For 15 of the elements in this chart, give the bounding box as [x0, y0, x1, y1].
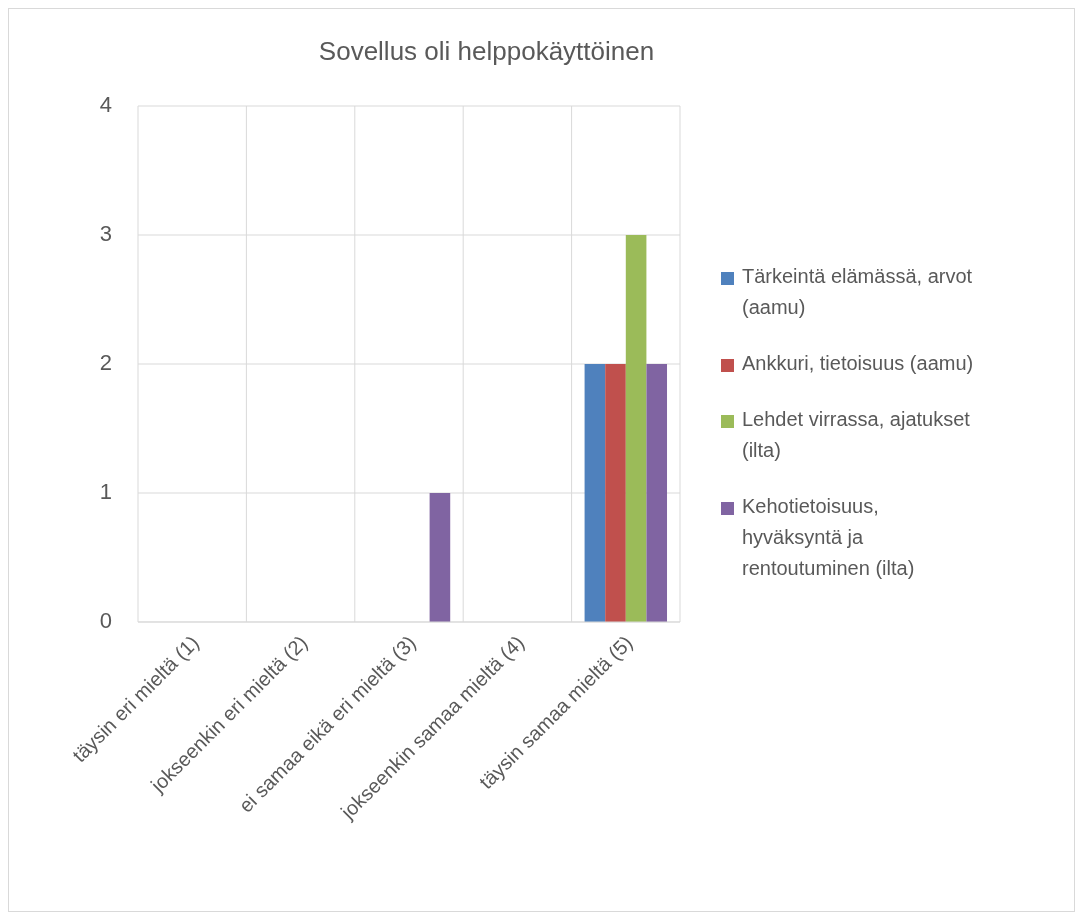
- y-tick-label: 2: [99, 349, 112, 375]
- bar: [646, 364, 668, 622]
- bar: [625, 235, 647, 622]
- y-tick-label: 1: [99, 478, 112, 504]
- chart-title: Sovellus oli helppokäyttöinen: [318, 36, 655, 66]
- legend-label: Tärkeintä elämässä, arvot (aamu): [742, 265, 973, 319]
- y-tick-label: 3: [99, 220, 112, 246]
- bar: [429, 493, 451, 622]
- y-tick-label: 0: [99, 607, 112, 633]
- bar: [605, 364, 626, 622]
- legend-label: Ankkuri, tietoisuus (aamu): [742, 352, 974, 375]
- y-tick-label: 4: [99, 91, 112, 117]
- legend-label: Lehdet virrassa, ajatukset (ilta): [742, 408, 971, 462]
- legend-label: Kehotietoisuus, hyväksyntä ja rentoutuminen (ilta): [742, 495, 915, 580]
- bar: [584, 364, 606, 622]
